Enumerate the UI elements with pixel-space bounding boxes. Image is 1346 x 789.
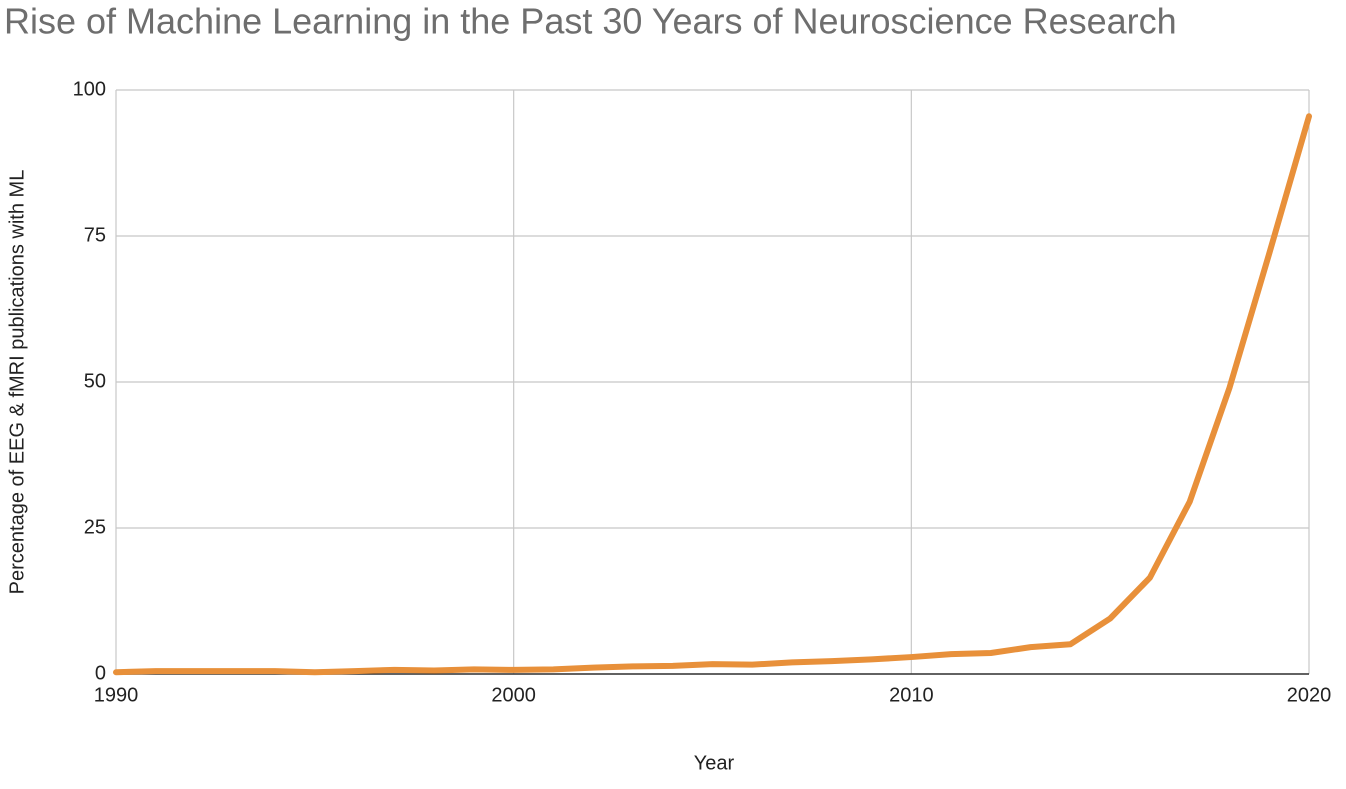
data-line bbox=[113, 113, 1312, 676]
x-axis-label: Year bbox=[694, 752, 735, 774]
y-axis-label: Percentage of EEG & fMRI publications wi… bbox=[6, 170, 28, 595]
y-tick-label: 50 bbox=[84, 370, 106, 392]
y-tick-label: 100 bbox=[73, 78, 106, 100]
y-tick-label: 0 bbox=[95, 662, 106, 684]
x-tick-label: 2000 bbox=[491, 684, 536, 706]
x-tick-label: 1990 bbox=[94, 684, 139, 706]
x-tick-label: 2020 bbox=[1287, 684, 1332, 706]
x-tick-label: 2010 bbox=[889, 684, 934, 706]
chart-title: Rise of Machine Learning in the Past 30 … bbox=[4, 1, 1177, 42]
y-tick-label: 25 bbox=[84, 516, 106, 538]
y-tick-label: 75 bbox=[84, 224, 106, 246]
